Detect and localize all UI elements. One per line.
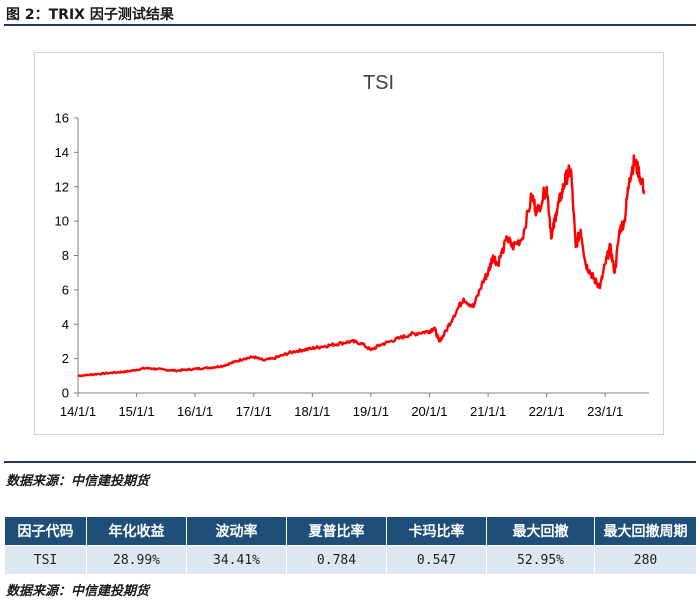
metrics-table: 因子代码 年化收益 波动率 夏普比率 卡玛比率 最大回撤 最大回撤周期 TSI … (4, 516, 697, 575)
data-source-top: 数据来源：中信建投期货 (6, 474, 150, 489)
middle-rule (4, 461, 696, 463)
chart-frame: TSI 0 2 4 6 8 10 12 14 16 14/1/1 15/1/1 16/1/1 17/1/1… (34, 52, 664, 435)
x-tick-label: 14/1/1 (60, 404, 96, 419)
chart-title: TSI (363, 72, 394, 94)
figure-title: 图 2：TRIX 因子测试结果 (6, 7, 174, 23)
cell-max-drawdown: 52.95% (486, 545, 595, 575)
tsi-line-chart: TSI 0 2 4 6 8 10 12 14 16 14/1/1 15/1/1 16/1/1 17/1/1… (55, 72, 649, 419)
header-max-drawdown-period: 最大回撤周期 (594, 516, 697, 546)
header-max-drawdown: 最大回撤 (486, 516, 595, 546)
y-tick-label: 4 (62, 317, 69, 332)
table-header-row: 因子代码 年化收益 波动率 夏普比率 卡玛比率 最大回撤 最大回撤周期 (4, 516, 697, 546)
top-rule (4, 24, 696, 26)
table-row: TSI 28.99% 34.41% 0.784 0.547 52.95% 280 (4, 545, 697, 575)
x-tick-label: 20/1/1 (411, 404, 447, 419)
y-tick-label: 2 (62, 351, 69, 366)
y-tick-label: 14 (55, 145, 69, 160)
x-tick-label: 19/1/1 (353, 404, 389, 419)
x-tick-label: 16/1/1 (177, 404, 213, 419)
x-tick-label: 17/1/1 (236, 404, 272, 419)
y-tick-label: 10 (55, 214, 69, 229)
y-tick-label: 16 (55, 111, 69, 126)
cell-max-drawdown-period: 280 (594, 545, 697, 575)
header-sharpe: 夏普比率 (286, 516, 387, 546)
cell-calmar: 0.547 (386, 545, 487, 575)
cell-factor-code: TSI (4, 545, 87, 575)
header-calmar: 卡玛比率 (386, 516, 487, 546)
header-factor-code: 因子代码 (4, 516, 87, 546)
y-tick-label: 0 (62, 386, 69, 401)
x-tick-label: 15/1/1 (118, 404, 154, 419)
header-volatility: 波动率 (186, 516, 287, 546)
series-line-tsi (77, 154, 646, 378)
cell-annual-return: 28.99% (86, 545, 187, 575)
x-tick-label: 23/1/1 (587, 404, 623, 419)
x-tick-label: 18/1/1 (294, 404, 330, 419)
x-tick-label: 22/1/1 (529, 404, 565, 419)
cell-volatility: 34.41% (186, 545, 287, 575)
header-annual-return: 年化收益 (86, 516, 187, 546)
y-tick-label: 8 (62, 248, 69, 263)
x-tick-label: 21/1/1 (470, 404, 506, 419)
cell-sharpe: 0.784 (286, 545, 387, 575)
data-source-bottom: 数据来源：中信建投期货 (6, 584, 150, 599)
y-tick-label: 6 (62, 282, 69, 297)
y-tick-label: 12 (55, 179, 69, 194)
